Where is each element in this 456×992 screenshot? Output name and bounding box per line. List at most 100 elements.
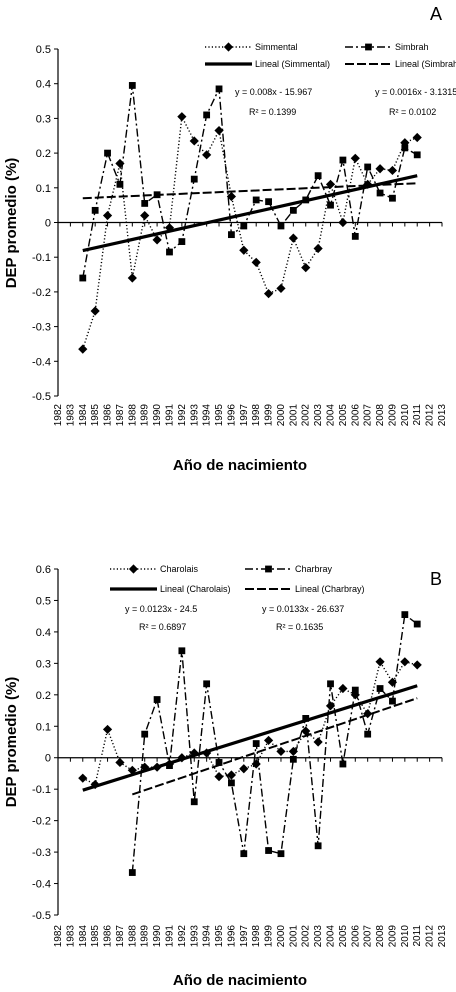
x-tick-label: 1982 <box>53 404 64 427</box>
data-point-simbrah <box>203 111 211 119</box>
data-point-simbrah <box>141 200 149 207</box>
data-point-simmental <box>375 164 385 174</box>
legend-label: Lineal (Charbray) <box>295 584 365 594</box>
legend-marker-simmental <box>223 42 234 52</box>
x-tick-label: 1996 <box>226 404 237 427</box>
y-tick-label: -0.4 <box>32 879 51 891</box>
data-point-simbrah <box>364 163 372 171</box>
x-tick-label: 2010 <box>400 404 411 427</box>
data-point-simmental <box>350 153 360 163</box>
data-point-charbray <box>351 686 359 694</box>
legend-label: Simmental <box>255 42 298 52</box>
x-tick-label: 1999 <box>264 404 275 427</box>
y-tick-label: 0 <box>45 753 51 765</box>
y-tick-label: 0.1 <box>36 721 51 733</box>
data-point-charolais <box>338 683 348 694</box>
data-point-simmental <box>226 191 237 202</box>
y-tick-label: -0.2 <box>32 287 51 299</box>
x-tick-label: 1987 <box>115 925 126 948</box>
y-tick-label: -0.3 <box>32 847 51 859</box>
x-tick-label: 2011 <box>412 404 423 426</box>
data-point-simmental <box>313 243 323 254</box>
x-tick-label: 1999 <box>264 925 275 948</box>
y-tick-label: 0.6 <box>36 564 51 576</box>
legend-label: Lineal (Simbrah) <box>395 59 456 69</box>
data-point-simbrah <box>128 82 136 89</box>
x-tick-label: 2011 <box>412 925 423 947</box>
x-tick-label: 2007 <box>363 925 374 948</box>
data-point-simmental <box>189 136 199 146</box>
panel-b: 0.60.50.40.30.20.10-0.1-0.2-0.3-0.4-0.51… <box>3 564 448 989</box>
y-tick-label: -0.2 <box>32 816 51 828</box>
data-point-simbrah <box>327 201 334 209</box>
series-line-simmental <box>82 115 418 350</box>
data-point-charbray <box>153 696 161 703</box>
x-tick-label: 1989 <box>140 925 151 948</box>
data-point-simbrah <box>289 206 297 214</box>
x-tick-label: 1988 <box>127 404 138 427</box>
x-tick-label: 2005 <box>338 404 349 427</box>
x-tick-label: 2000 <box>276 925 287 948</box>
y-tick-label: -0.4 <box>32 356 51 368</box>
y-tick-label: 0.5 <box>36 595 51 607</box>
series-line-lineal-simmental <box>82 174 418 253</box>
y-tick-label: 0 <box>45 218 51 230</box>
data-point-simmental <box>251 257 261 268</box>
data-point-charolais <box>90 779 100 790</box>
data-point-simmental <box>102 210 113 221</box>
data-point-charbray <box>252 740 260 747</box>
data-point-simbrah <box>178 238 186 245</box>
data-point-charolais <box>214 772 224 782</box>
data-point-charolais <box>102 724 113 735</box>
data-point-simmental <box>140 210 150 221</box>
data-point-simbrah <box>166 248 173 256</box>
y-tick-label: 0.4 <box>36 79 51 91</box>
data-point-simmental <box>387 165 398 176</box>
x-tick-label: 1983 <box>65 404 76 427</box>
x-tick-label: 1985 <box>90 925 101 948</box>
x-tick-label: 1982 <box>53 925 64 948</box>
data-point-simmental <box>288 233 298 243</box>
y-tick-label: -0.5 <box>32 391 51 403</box>
x-tick-label: 1997 <box>239 925 250 948</box>
data-point-charolais <box>400 657 410 667</box>
legend-marker-charolais <box>128 564 139 574</box>
data-point-charolais <box>375 657 385 667</box>
x-tick-label: 2006 <box>350 925 361 948</box>
panel-letter: A <box>430 4 442 24</box>
panel-letter: B <box>430 569 442 589</box>
x-tick-label: 1995 <box>214 925 225 948</box>
x-tick-label: 1993 <box>189 404 200 427</box>
data-point-simmental <box>177 112 187 122</box>
y-tick-label: 0.1 <box>36 183 51 195</box>
panel-a: 0.5 0.4 0.3 0.2 0.1 0 -0.1 -0.2 -0.3 -0.4 -0.51982… <box>3 4 456 474</box>
trendline-r2: R² = 0.1635 <box>276 622 323 632</box>
data-point-simmental <box>276 283 286 294</box>
data-point-simmental <box>115 158 125 169</box>
y-axis-title: DEP promedio (%) <box>3 677 20 808</box>
y-tick-label: 0.2 <box>36 690 51 702</box>
trendline-r2: R² = 0.6897 <box>139 622 186 632</box>
data-point-simbrah <box>265 198 272 206</box>
data-point-charbray <box>364 730 372 738</box>
x-tick-label: 2013 <box>437 404 448 427</box>
data-point-simbrah <box>215 85 223 93</box>
data-point-charolais <box>350 690 360 700</box>
series-line-charbray <box>131 613 418 873</box>
legend-marker-simbrah <box>365 43 372 51</box>
x-tick-label: 1995 <box>214 404 225 427</box>
data-point-simbrah <box>252 196 260 204</box>
data-point-charolais <box>263 735 274 746</box>
series-line-charolais <box>82 661 418 786</box>
data-point-charolais <box>239 764 249 774</box>
data-point-simmental <box>214 125 224 136</box>
data-point-charbray <box>240 850 248 858</box>
data-point-charbray <box>339 760 347 768</box>
y-tick-label: -0.1 <box>32 252 51 264</box>
data-point-simbrah <box>401 144 409 152</box>
y-tick-label: 0.5 <box>36 44 51 56</box>
trendline-r2: R² = 0.1399 <box>249 107 296 117</box>
data-point-simmental <box>90 306 100 316</box>
data-point-charbray <box>327 680 334 688</box>
